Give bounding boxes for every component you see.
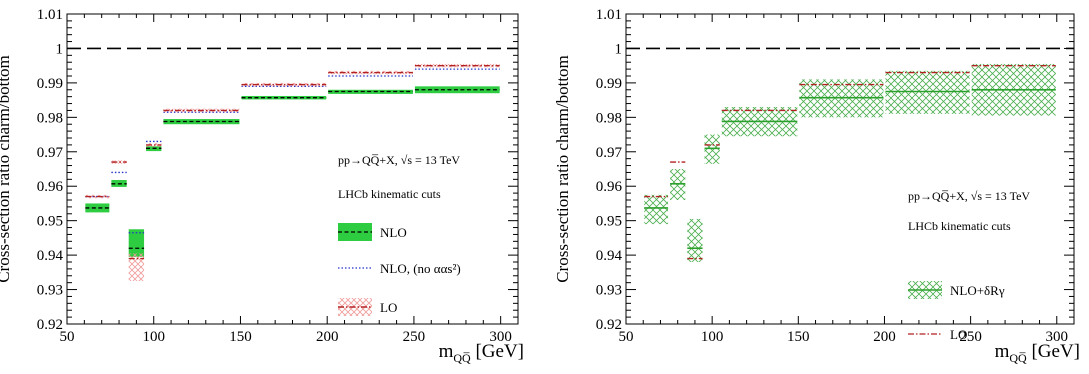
y-tick-label: 0.99 [37, 76, 63, 92]
y-tick-label: 0.94 [37, 248, 64, 264]
band-band-hatch-s0-b0 [644, 194, 669, 225]
band-band-hatch-s2-b5 [241, 82, 327, 87]
band-band-hatch-s2-b7 [414, 63, 500, 68]
band-band-solid-s0-b0 [85, 203, 110, 213]
x-tick-label: 300 [489, 329, 512, 345]
y-tick-label: 1.01 [37, 7, 63, 23]
legend-label: LO [380, 300, 397, 315]
x-tick-label: 250 [403, 329, 426, 345]
x-tick-label: 150 [229, 329, 252, 345]
process-annotation: pp→QQ̅+X, √s = 13 TeV [908, 189, 1030, 203]
y-axis-label: Cross-section ratio charm/bottom [0, 55, 13, 283]
y-tick-label: 0.97 [37, 145, 64, 161]
band-band-solid-s0-b4 [163, 119, 240, 125]
y-tick-label: 0.98 [37, 110, 63, 126]
y-tick-label: 0.93 [596, 283, 622, 299]
y-tick-label: 0.99 [596, 76, 622, 92]
x-tick-label: 150 [787, 329, 810, 345]
y-tick-label: 0.92 [37, 317, 63, 333]
x-tick-label: 50 [619, 329, 634, 345]
band-band-hatch-s2-b6 [328, 70, 413, 75]
y-tick-label: 1 [56, 41, 64, 57]
band-band-hatch-s2-b1 [111, 160, 127, 164]
x-axis-label: mQQ̅ [GeV] [995, 341, 1080, 365]
y-tick-label: 0.92 [596, 317, 622, 333]
band-band-hatch-s0-b3 [704, 134, 720, 164]
x-tick-label: 300 [1046, 329, 1069, 345]
legend-label: NLO [380, 225, 407, 240]
y-tick-label: 0.95 [37, 214, 63, 230]
chart-panel-right: 50 100 150 200 250 300 0.92 0.93 0.94 0.95 0.96 0.9… [548, 0, 1089, 374]
y-tick-label: 0.95 [596, 214, 622, 230]
y-tick-label: 1.01 [596, 7, 622, 23]
chart-panel-left: 50 100 150 200 250 300 0.92 0.93 0.94 0.95 0.96 0.9… [0, 0, 540, 374]
y-tick-label: 0.96 [596, 179, 623, 195]
y-tick-label: 0.98 [596, 110, 622, 126]
x-tick-label: 200 [873, 329, 896, 345]
process-annotation: pp→QQ̅+X, √s = 13 TeV [338, 153, 460, 167]
x-tick-label: 250 [959, 329, 982, 345]
x-axis-label: mQQ̅ [GeV] [439, 341, 524, 365]
band-band-hatch-s0-b2 [687, 218, 703, 262]
x-tick-label: 100 [142, 329, 165, 345]
cuts-annotation: LHCb kinematic cuts [338, 187, 441, 201]
band-band-solid-s0-b2 [128, 229, 145, 257]
y-tick-label: 0.94 [596, 248, 623, 264]
plot-frame [625, 13, 1075, 325]
x-tick-label: 100 [701, 329, 724, 345]
cuts-annotation: LHCb kinematic cuts [908, 219, 1011, 233]
band-band-hatch-s2-b3 [146, 143, 162, 147]
chart-left: 50 100 150 200 250 300 0.92 0.93 0.94 0.95 0.96 0.9… [0, 7, 524, 365]
band-band-hatch-s0-b6 [885, 70, 970, 114]
y-tick-label: 0.93 [37, 283, 63, 299]
y-tick-label: 0.97 [596, 145, 623, 161]
band-band-hatch-s2-b2 [128, 253, 145, 281]
legend-label: NLO+δRγ [950, 283, 1005, 298]
legend-label: LO [950, 327, 967, 342]
chart-right: 50 100 150 200 250 300 0.92 0.93 0.94 0.95 0.96 0.9… [553, 7, 1080, 365]
legend-label: NLO, (no ααs²) [380, 261, 461, 276]
x-tick-label: 200 [316, 329, 339, 345]
x-tick-label: 50 [60, 329, 75, 345]
y-tick-label: 0.96 [37, 179, 64, 195]
y-tick-label: 1 [615, 41, 623, 57]
y-axis-label: Cross-section ratio charm/bottom [553, 55, 572, 283]
